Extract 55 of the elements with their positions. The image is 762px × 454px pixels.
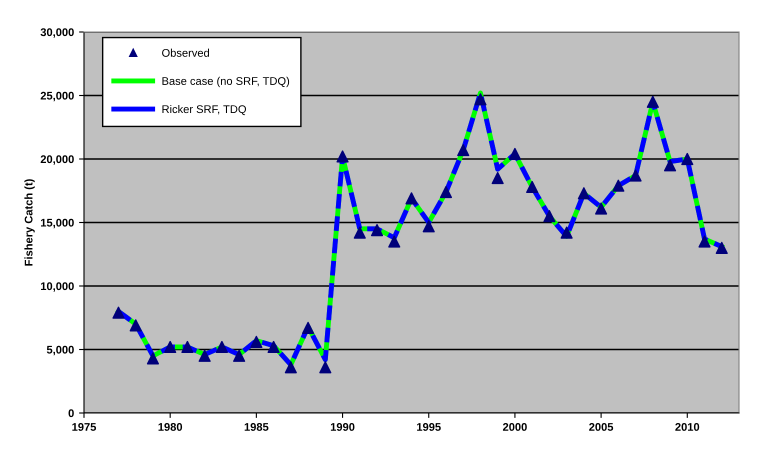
point	[130, 319, 142, 332]
point	[250, 336, 262, 348]
y-tick-label: 30,000	[40, 28, 74, 38]
point	[698, 235, 711, 248]
point	[216, 340, 228, 354]
point	[268, 340, 280, 354]
y-axis-title: Fishery Catch (t)	[24, 179, 35, 266]
point	[457, 144, 470, 156]
point	[492, 172, 504, 184]
x-tick-label: 1980	[158, 423, 182, 431]
legend-label: Observed	[162, 48, 209, 57]
point	[716, 242, 728, 254]
point	[198, 350, 211, 362]
point	[595, 202, 608, 215]
x-tick-label: 1975	[72, 423, 96, 431]
x-tick-label: 2005	[589, 423, 614, 431]
x-tick-label: 1990	[330, 423, 354, 431]
y-tick-label: 20,000	[40, 155, 74, 165]
y-tick-label: 0	[68, 409, 74, 418]
point	[112, 306, 125, 319]
point	[560, 226, 573, 239]
point	[370, 224, 384, 236]
point	[164, 340, 176, 354]
point	[405, 192, 418, 204]
point	[646, 96, 659, 108]
point	[543, 210, 556, 222]
legend-label: Ricker SRF, TDQ	[162, 104, 246, 116]
y-tick-label: 15,000	[40, 218, 74, 228]
point	[233, 350, 246, 362]
point	[181, 340, 194, 354]
legend-label: Base case (no SRF, TDQ)	[162, 76, 290, 88]
point	[302, 322, 314, 334]
point	[388, 235, 400, 248]
point	[336, 150, 349, 163]
x-tick-label: 1985	[244, 423, 268, 431]
y-tick-label: 10,000	[40, 282, 74, 292]
point	[526, 180, 538, 194]
point	[422, 220, 435, 232]
point	[664, 159, 676, 172]
point	[319, 361, 332, 374]
point	[508, 148, 521, 160]
x-tick-label: 2010	[675, 423, 700, 431]
point	[474, 93, 487, 106]
point	[146, 352, 160, 364]
point	[681, 152, 694, 166]
point	[354, 226, 366, 239]
point	[284, 361, 297, 374]
x-tick-label: 2000	[502, 423, 527, 431]
x-tick-label: 1995	[417, 423, 441, 431]
y-tick-label: 5,000	[46, 346, 74, 356]
y-tick-label: 25,000	[40, 92, 74, 102]
point	[440, 186, 452, 198]
point	[612, 180, 624, 192]
point	[578, 187, 590, 200]
point	[630, 169, 642, 182]
